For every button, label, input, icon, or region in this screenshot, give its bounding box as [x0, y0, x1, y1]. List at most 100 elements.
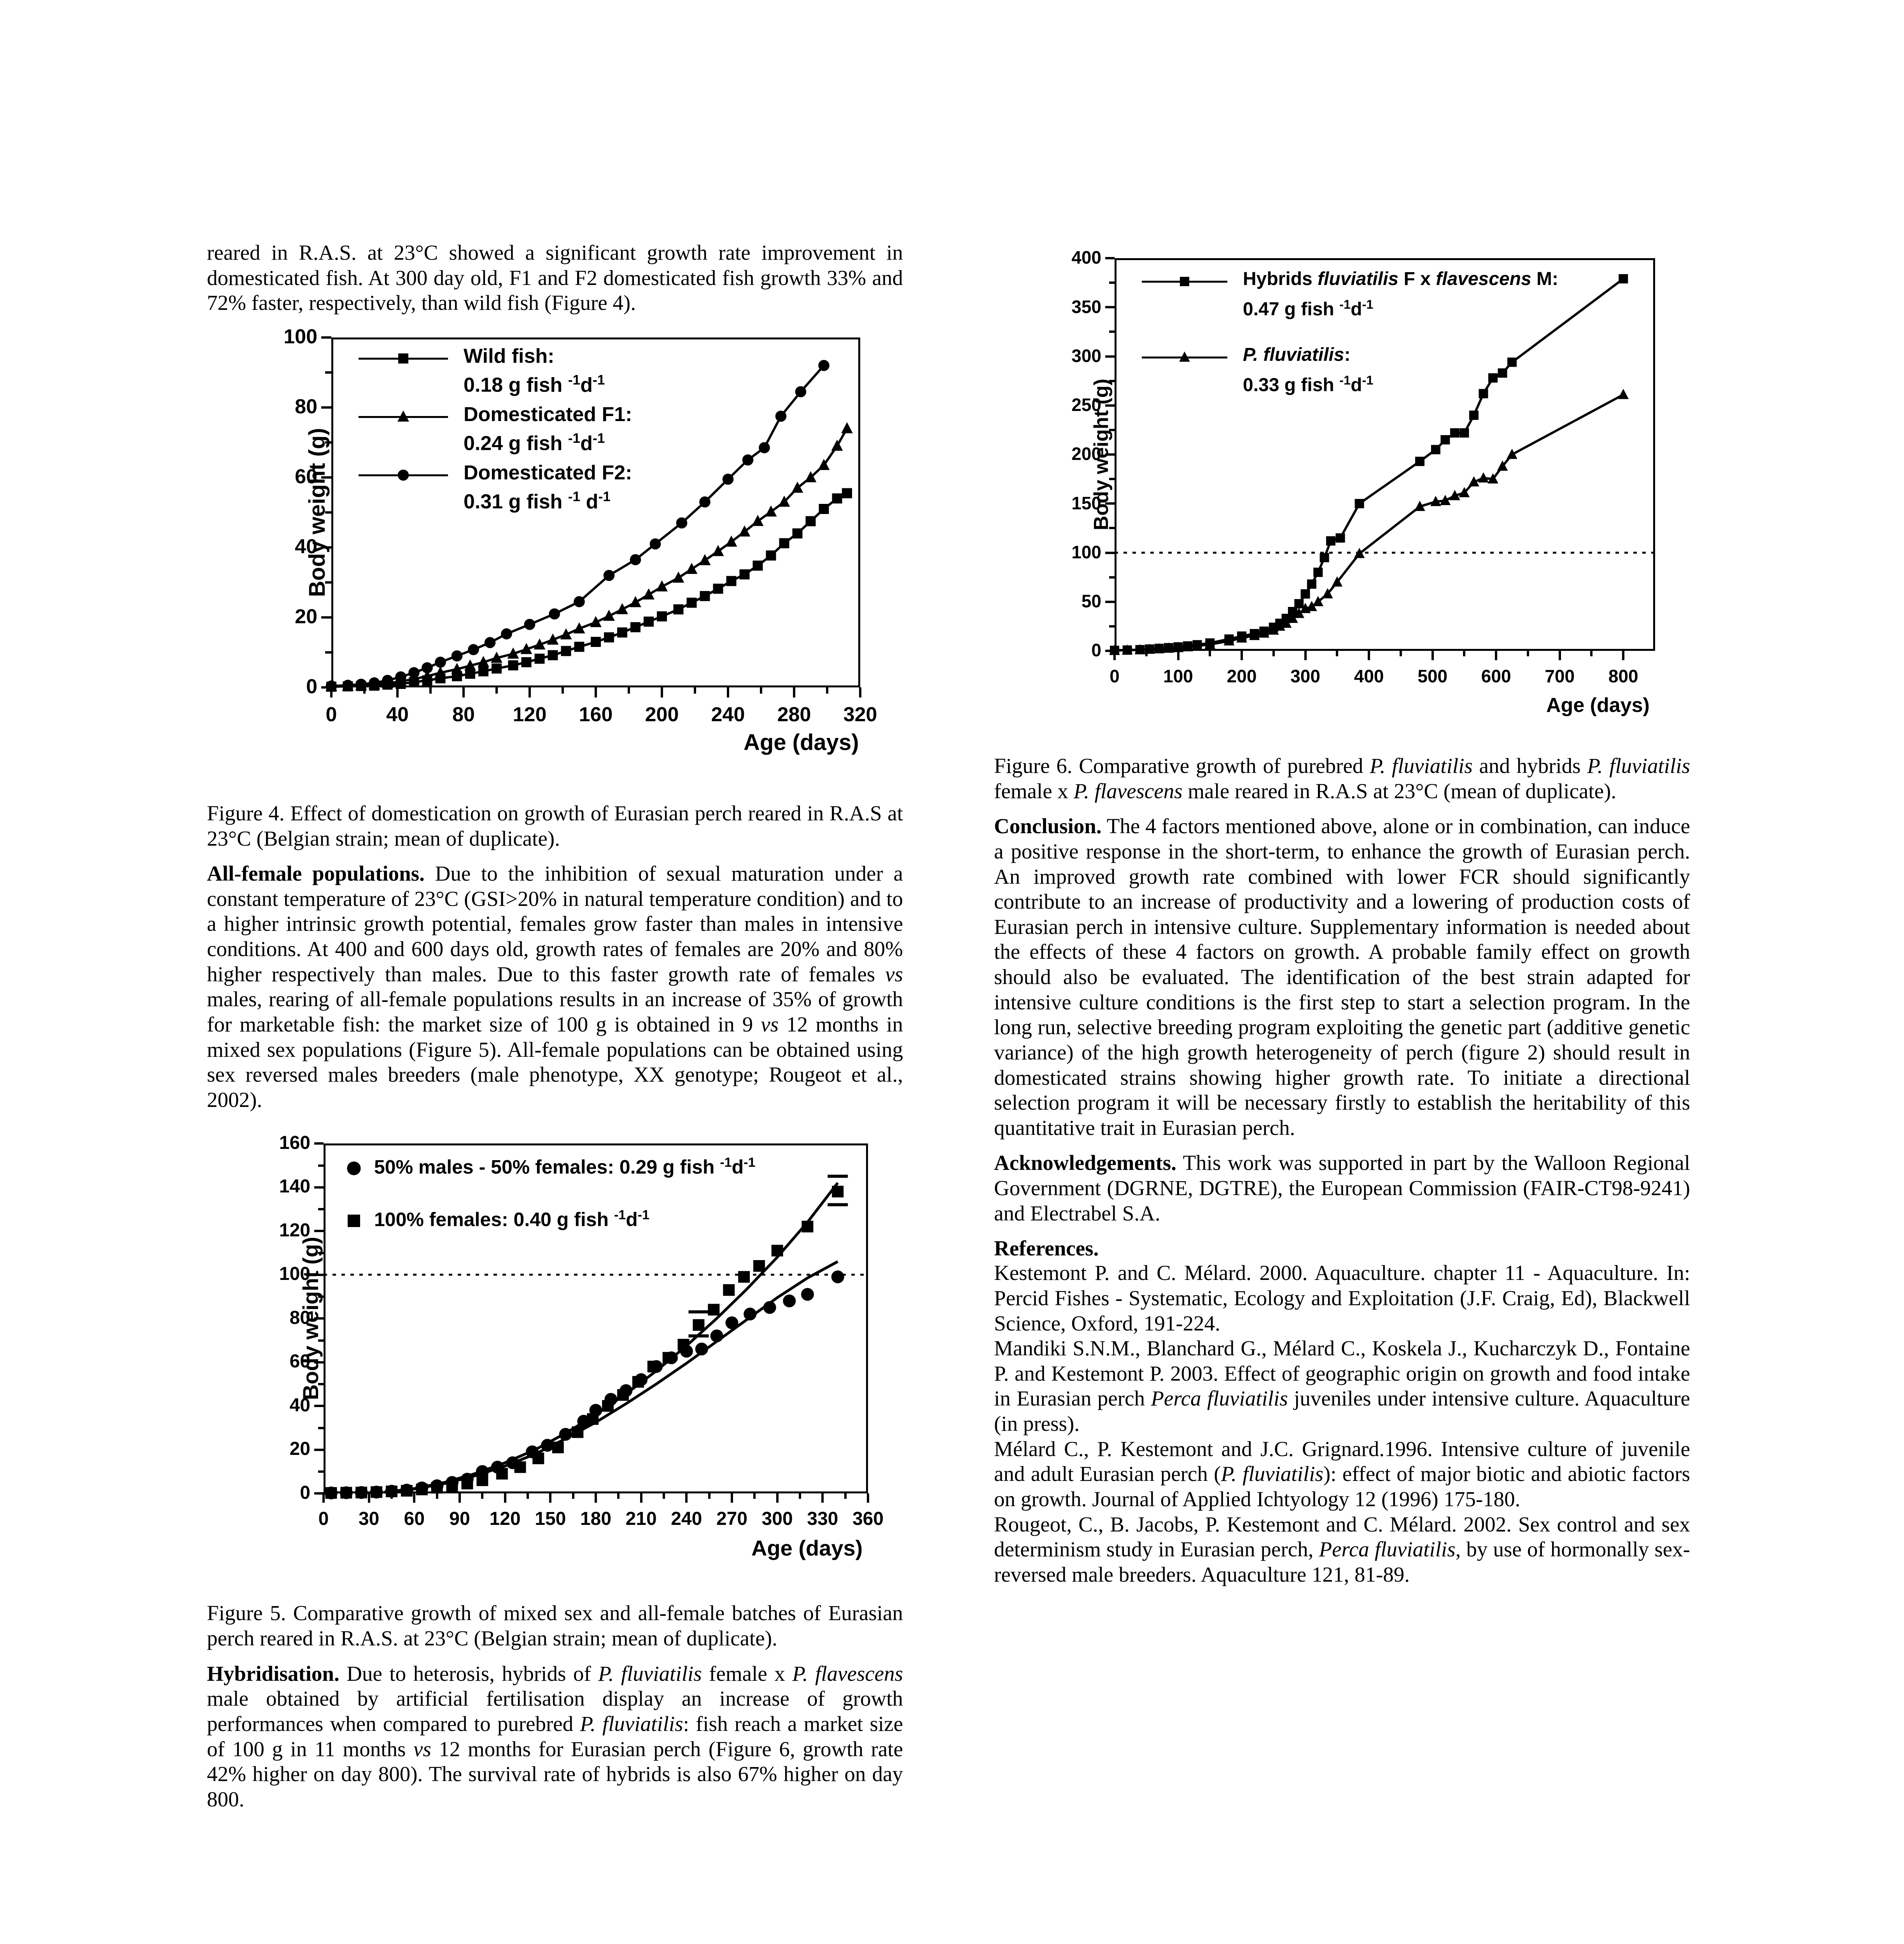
ref2-species: Perca fluviatilis: [1151, 1386, 1288, 1411]
y-tick-mark: [314, 1186, 324, 1189]
y-tick-mark: [1105, 551, 1115, 554]
x-tick-mark: [458, 1493, 461, 1503]
x-tick-mark: [368, 1493, 370, 1503]
y-tick-label: 120: [279, 1220, 310, 1241]
y-tick-mark: [314, 1361, 324, 1364]
x-axis-label: Age (days): [1546, 694, 1650, 717]
x-tick-label: 300: [761, 1509, 793, 1530]
fig6-species-2: P. fluviatilis: [1587, 754, 1690, 778]
reference-item-4: Rougeot, C., B. Jacobs, P. Kestemont and…: [994, 1512, 1690, 1587]
x-minor-tick: [436, 1493, 438, 1499]
y-minor-tick: [1109, 625, 1115, 628]
plot-frame: [324, 1143, 868, 1494]
all-female-body-3: 12 months in mixed sex populations (Figu…: [207, 1012, 903, 1112]
legend-label-line2: 0.24 g fish -1d-1: [464, 430, 605, 455]
reference-item-3: Mélard C., P. Kestemont and J.C. Grignar…: [994, 1437, 1690, 1512]
x-tick-label: 80: [452, 703, 475, 726]
y-minor-tick: [318, 1252, 324, 1254]
legend-label-line2: 0.18 g fish -1d-1: [464, 372, 605, 397]
acknowledgements-heading: Acknowledgements.: [994, 1151, 1177, 1175]
y-tick-mark: [1105, 306, 1115, 309]
y-minor-tick: [1109, 379, 1115, 382]
x-tick-mark: [640, 1493, 642, 1503]
y-tick-label: 100: [284, 325, 317, 348]
y-tick-mark: [314, 1405, 324, 1407]
y-tick-mark: [314, 1317, 324, 1320]
x-tick-label: 0: [318, 1509, 329, 1530]
y-minor-tick: [1109, 428, 1115, 431]
y-minor-tick: [318, 1383, 324, 1386]
y-minor-tick: [1109, 576, 1115, 579]
all-female-heading: All-female populations.: [207, 862, 425, 886]
species-flavescens-1: P. flavescens: [792, 1661, 903, 1685]
fig6-text-4: male reared in R.A.S at 23°C (mean of du…: [1182, 779, 1617, 803]
ref4-text-1: Rougeot, C., B. Jacobs, P. Kestemont and…: [994, 1512, 1690, 1561]
x-tick-mark: [1113, 651, 1116, 660]
x-tick-label: 120: [513, 703, 547, 726]
acknowledgements-body: This work was supported in part by the W…: [994, 1151, 1690, 1225]
y-minor-tick: [318, 1339, 324, 1342]
y-minor-tick: [1109, 281, 1115, 284]
x-tick-mark: [821, 1493, 824, 1503]
x-tick-mark: [685, 1493, 688, 1503]
paragraph-all-female: All-female populations. Due to the inhib…: [207, 861, 903, 1112]
y-minor-tick: [318, 1427, 324, 1429]
y-minor-tick: [1109, 330, 1115, 333]
ref4-species: Perca fluviatilis: [1319, 1537, 1456, 1561]
legend-label-line2: 0.33 g fish -1d-1: [1243, 373, 1374, 395]
vs-italic-3: vs: [413, 1737, 431, 1761]
y-tick-mark: [1105, 257, 1115, 259]
legend-label-line1: Wild fish:: [464, 344, 555, 367]
y-minor-tick: [318, 1208, 324, 1211]
x-tick-mark: [776, 1493, 779, 1503]
x-tick-mark: [661, 687, 663, 698]
legend-line-circle: [359, 474, 448, 476]
x-minor-tick: [628, 687, 630, 694]
y-tick-label: 50: [1081, 591, 1101, 612]
y-tick-mark: [314, 1230, 324, 1232]
figure-5-caption: Figure 5. Comparative growth of mixed se…: [207, 1601, 903, 1650]
figure-5: Body weight (g) Age (days) 0 20 40 60 80 100 120…: [207, 1128, 903, 1583]
legend-line-square: [359, 357, 448, 360]
legend-line-square: [1142, 281, 1227, 283]
x-minor-tick: [760, 687, 762, 694]
fig6-species-1: P. fluviatilis: [1370, 754, 1473, 778]
series-layer: [324, 1161, 868, 1500]
paragraph-intro: reared in R.A.S. at 23°C showed a signif…: [207, 241, 903, 315]
hybrid-text-2: female x: [702, 1661, 793, 1685]
x-tick-mark: [867, 1493, 869, 1503]
x-tick-mark: [413, 1493, 416, 1503]
hybrid-text-4: : fish reach a market size of 100 g in 1…: [207, 1711, 903, 1761]
x-minor-tick: [708, 1493, 710, 1499]
x-axis-label: Age (days): [751, 1536, 863, 1561]
x-tick-label: 0: [326, 703, 337, 726]
paragraph-hybridisation: Hybridisation. Due to heterosis, hybrids…: [207, 1661, 903, 1812]
x-axis-label: Age (days): [744, 729, 859, 755]
x-tick-label: 210: [625, 1509, 657, 1530]
fig6-text-1: Figure 6. Comparative growth of purebred: [994, 754, 1370, 778]
x-tick-mark: [1622, 651, 1625, 660]
y-tick-label: 200: [1071, 444, 1101, 464]
x-minor-tick: [527, 1493, 529, 1499]
paragraph-conclusion: Conclusion. The 4 factors mentioned abov…: [994, 814, 1690, 1140]
x-minor-tick: [495, 687, 498, 694]
x-tick-mark: [322, 1493, 325, 1503]
x-tick-mark: [595, 687, 597, 698]
hybrid-text-3: male obtained by artificial fertilisatio…: [207, 1687, 903, 1736]
x-tick-label: 180: [580, 1509, 612, 1530]
x-minor-tick: [826, 687, 828, 694]
x-minor-tick: [481, 1493, 484, 1499]
legend-label-line1: Domesticated F2:: [464, 461, 632, 484]
x-tick-label: 30: [358, 1509, 380, 1530]
x-tick-label: 500: [1418, 666, 1448, 686]
x-tick-label: 0: [1110, 666, 1120, 686]
x-minor-tick: [1336, 651, 1339, 656]
legend-label-line2: 0.47 g fish -1d-1: [1243, 297, 1374, 320]
x-tick-mark: [1177, 651, 1180, 660]
y-minor-tick: [318, 1164, 324, 1167]
y-minor-tick: [325, 371, 331, 374]
y-tick-mark: [314, 1448, 324, 1451]
species-fluviatilis-1: P. fluviatilis: [598, 1661, 702, 1685]
y-tick-label: 40: [295, 535, 317, 558]
reference-item-2: Mandiki S.N.M., Blanchard G., Mélard C.,…: [994, 1336, 1690, 1437]
